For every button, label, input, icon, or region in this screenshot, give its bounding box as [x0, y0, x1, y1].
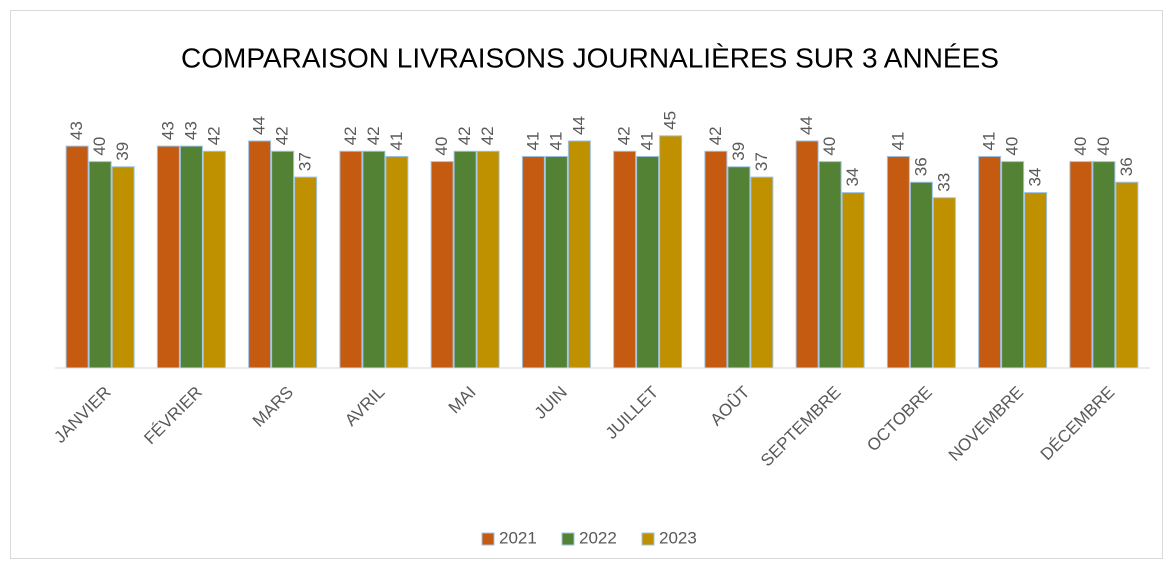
data-label: 37: [296, 152, 315, 171]
data-label: 44: [797, 116, 816, 135]
bar: [1092, 161, 1116, 369]
legend-swatch: [641, 532, 655, 546]
data-label: 40: [432, 137, 451, 156]
bar: [111, 166, 135, 369]
bar: [521, 155, 545, 369]
data-label: 41: [546, 132, 565, 151]
bar: [567, 140, 591, 369]
bar: [727, 166, 751, 369]
data-label: 40: [90, 137, 109, 156]
data-label: 42: [706, 126, 725, 145]
bar: [179, 145, 203, 369]
data-label: 44: [569, 116, 588, 135]
data-label: 40: [1003, 137, 1022, 156]
data-label: 42: [341, 126, 360, 145]
bar: [271, 150, 295, 369]
bar: [1024, 192, 1048, 369]
bar: [476, 150, 500, 369]
data-label: 42: [273, 126, 292, 145]
bar: [248, 140, 272, 369]
bar: [202, 150, 226, 369]
bar: [750, 176, 774, 369]
data-label: 39: [729, 142, 748, 161]
bar: [156, 145, 180, 369]
bar: [932, 197, 956, 369]
data-label: 41: [888, 132, 907, 151]
bar: [453, 150, 477, 369]
bar: [841, 192, 865, 369]
bar: [613, 150, 637, 369]
bar: [339, 150, 363, 369]
data-label: 45: [661, 111, 680, 130]
legend-label: 2023: [659, 528, 697, 547]
data-label: 40: [1094, 137, 1113, 156]
data-label: 42: [615, 126, 634, 145]
bar: [430, 161, 454, 369]
bar: [1069, 161, 1093, 369]
legend-label: 2022: [579, 528, 617, 547]
data-label: 36: [1117, 157, 1136, 176]
data-label: 41: [387, 132, 406, 151]
legend-label: 2021: [499, 528, 537, 547]
data-label: 42: [455, 126, 474, 145]
data-label: 41: [638, 132, 657, 151]
bar: [886, 155, 910, 369]
data-label: 36: [911, 157, 930, 176]
data-label: 40: [1071, 137, 1090, 156]
data-label: 43: [158, 121, 177, 140]
bar: [1001, 161, 1025, 369]
bar: [385, 155, 409, 369]
data-label: 43: [181, 121, 200, 140]
bar: [818, 161, 842, 369]
data-label: 34: [1026, 168, 1045, 187]
data-label: 39: [113, 142, 132, 161]
legend-swatch: [561, 532, 575, 546]
bar: [659, 135, 683, 369]
bar: [544, 155, 568, 369]
data-label: 37: [752, 152, 771, 171]
legend-swatch: [481, 532, 495, 546]
bar: [636, 155, 660, 369]
data-label: 44: [250, 116, 269, 135]
bar: [978, 155, 1002, 369]
data-label: 43: [67, 121, 86, 140]
chart-title: COMPARAISON LIVRAISONS JOURNALIÈRES SUR …: [181, 42, 999, 73]
data-label: 41: [980, 132, 999, 151]
data-label: 34: [843, 168, 862, 187]
bar: [65, 145, 89, 369]
data-label: 40: [820, 137, 839, 156]
data-label: 42: [204, 126, 223, 145]
data-label: 41: [523, 132, 542, 151]
bar: [1115, 181, 1139, 369]
data-label: 33: [934, 173, 953, 192]
data-label: 42: [364, 126, 383, 145]
bar: [362, 150, 386, 369]
bar: [795, 140, 819, 369]
bar: [704, 150, 728, 369]
bar: [294, 176, 318, 369]
bar: [909, 181, 933, 369]
data-label: 42: [478, 126, 497, 145]
bar: [88, 161, 112, 369]
